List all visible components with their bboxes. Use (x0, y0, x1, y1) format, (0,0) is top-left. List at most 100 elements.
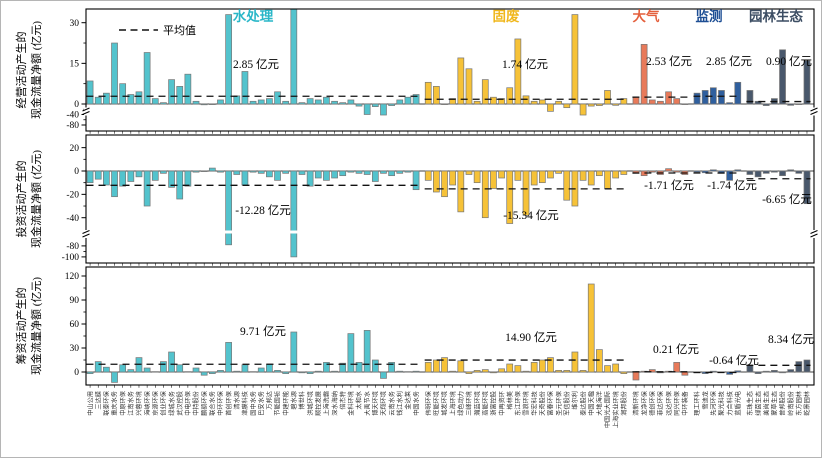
bar-园林生态 (787, 169, 795, 172)
company-label: 圣元环保 (555, 390, 563, 416)
bar-固废 (538, 99, 546, 105)
bar-固废 (612, 363, 620, 373)
bar-水处理 (396, 170, 404, 174)
group-title-监测: 监测 (696, 8, 723, 24)
bar-园林生态 (754, 100, 762, 105)
bar-固废 (481, 170, 489, 219)
bar-大气 (657, 100, 664, 105)
bar-水处理 (339, 362, 347, 373)
bar-水处理 (388, 170, 395, 177)
y-tick-label: -100 (62, 253, 80, 263)
mean-annotation: 9.71 亿元 (240, 325, 286, 338)
company-label: 绿城水务 (168, 391, 176, 416)
bar-水处理 (257, 99, 265, 105)
y-tick-label: 15 (70, 60, 80, 70)
bar-大气 (640, 44, 648, 105)
company-label: 龙净环保 (640, 390, 648, 416)
bar-固废 (604, 365, 611, 373)
bar-监测 (701, 90, 709, 105)
bar-大气 (681, 103, 689, 105)
bar-固废 (547, 170, 554, 179)
bar-水处理 (94, 96, 102, 105)
bar-大气 (632, 371, 640, 381)
company-label: 三达膜 (94, 391, 102, 410)
bar-水处理 (160, 361, 167, 373)
bar-固废 (424, 81, 432, 105)
company-label: 江南水务 (127, 391, 135, 416)
bar-固废 (555, 170, 562, 174)
bar-水处理 (225, 14, 232, 105)
bar-固废 (530, 100, 538, 105)
bar-水处理 (306, 170, 314, 187)
bar-园林生态 (762, 103, 770, 106)
company-label: 浙富控股 (490, 391, 498, 416)
company-label: 海峡环保 (143, 390, 151, 416)
company-label: 东江环保 (514, 390, 522, 416)
y-axis-title: 现金流量净额 (亿元) (29, 277, 43, 375)
bar-园林生态 (762, 170, 770, 174)
company-label: 润邦股份 (620, 390, 628, 416)
bar-固废 (457, 57, 465, 105)
group-title-园林生态: 园林生态 (749, 8, 803, 24)
bar-园林生态 (754, 170, 762, 178)
bar-监测 (734, 169, 742, 172)
bar-大气 (632, 96, 640, 105)
company-label: 顺控发展 (314, 391, 322, 416)
company-label: 伟明环保 (424, 390, 432, 416)
company-label: 德创环保 (648, 390, 656, 416)
bar-园林生态 (803, 170, 811, 205)
bar-水处理 (168, 351, 175, 373)
bar-水处理 (192, 170, 200, 173)
bar-固废 (604, 90, 611, 105)
bar-水处理 (192, 367, 200, 373)
bar-固废 (547, 357, 554, 373)
bar-固废 (433, 170, 440, 193)
company-label: 清新环境 (632, 391, 640, 416)
bar-固废 (555, 100, 562, 105)
bar-水处理 (355, 362, 363, 373)
bar-水处理 (339, 102, 347, 105)
bar-水处理 (266, 170, 273, 178)
company-label: 大地海洋 (596, 391, 604, 416)
bar-固废 (530, 170, 538, 186)
bar-园林生态 (771, 370, 778, 373)
company-label: 远达环保 (665, 390, 673, 416)
y-axis-title: 现金流量净额 (亿元) (29, 150, 43, 248)
bar-固废 (424, 170, 432, 181)
company-label: 中山公用 (86, 391, 94, 416)
company-label: 洪城环境 (306, 391, 314, 416)
mean-annotation: 1.74 亿元 (502, 58, 548, 71)
company-label: 巴安水务 (257, 391, 265, 416)
company-label: 京源环保 (151, 390, 159, 416)
bar-水处理 (86, 170, 94, 184)
bar-水处理 (404, 371, 412, 373)
bar-固废 (522, 95, 530, 105)
y-tick-label: 30 (70, 344, 80, 354)
company-label: 云南水务 (388, 391, 396, 416)
y-axis-title: 筹资活动产生的 (14, 288, 28, 365)
company-label: 兴蓉环境 (135, 391, 143, 416)
bar-园林生态 (746, 170, 754, 175)
bar-固废 (514, 170, 522, 181)
bar-固废 (587, 283, 595, 373)
bar-固废 (506, 87, 514, 105)
company-label: 中再资环 (498, 391, 506, 416)
company-label: 三峰环境 (465, 391, 473, 416)
bar-固废 (441, 170, 448, 198)
y-tick-label: 120 (65, 272, 80, 282)
bar-固废 (571, 351, 579, 373)
bar-水处理 (266, 98, 273, 105)
bar-水处理 (404, 96, 412, 105)
company-label: 东珠生态 (746, 391, 754, 416)
company-label: 绿色动力 (457, 391, 465, 416)
company-label: 创业环保 (160, 390, 168, 416)
bar-固废 (579, 370, 587, 373)
company-label: 津膜科技 (241, 391, 249, 416)
bar-水处理 (363, 330, 371, 373)
bar-水处理 (380, 170, 387, 174)
bar-固废 (449, 98, 457, 105)
bar-水处理 (412, 170, 420, 191)
bar-固废 (596, 349, 603, 373)
bar-水处理 (103, 366, 110, 373)
